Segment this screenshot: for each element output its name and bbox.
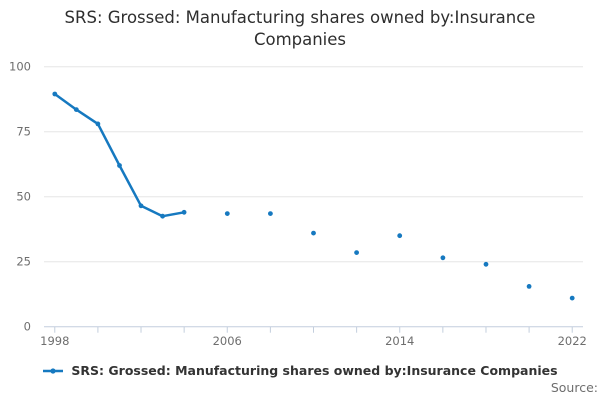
data-point-marker [117, 163, 122, 168]
data-point-marker [138, 203, 144, 209]
series-line-segment [53, 92, 186, 218]
data-point-marker [483, 261, 489, 267]
y-axis-tick-label: 50 [16, 190, 31, 204]
data-point-marker [95, 121, 101, 127]
y-axis-tick-label: 100 [9, 60, 31, 74]
data-point-marker [311, 230, 316, 236]
data-point-marker [354, 250, 359, 256]
data-point-marker [440, 255, 446, 261]
y-axis-tick-label: 75 [16, 125, 31, 139]
legend: SRS: Grossed: Manufacturing shares owned… [0, 363, 600, 378]
data-point-marker [160, 213, 166, 219]
legend-label: SRS: Grossed: Manufacturing shares owned… [71, 363, 558, 378]
data-point-marker [181, 209, 187, 215]
x-axis-tick-label: 2022 [558, 334, 587, 348]
y-axis-tick-label: 0 [24, 320, 31, 334]
data-point-marker [268, 211, 273, 217]
data-point-marker [526, 284, 532, 289]
chart-title: SRS: Grossed: Manufacturing shares owned… [64, 8, 536, 49]
plot-area: 0 25 50 75 100 1998 2006 2014 2022 [9, 60, 587, 348]
x-axis-tick-label: 1998 [40, 334, 69, 348]
data-point-marker [397, 233, 403, 239]
x-axis-tick-label: 2014 [385, 334, 414, 348]
data-point-marker [73, 107, 79, 112]
data-point-marker [224, 211, 230, 217]
x-axis-tick-label: 2006 [213, 334, 242, 348]
data-point-marker [569, 295, 575, 301]
legend-line-marker-icon [43, 367, 64, 374]
data-point-marker [52, 91, 58, 97]
y-axis-tick-label: 25 [16, 255, 31, 269]
source-label: Source: [550, 380, 598, 395]
